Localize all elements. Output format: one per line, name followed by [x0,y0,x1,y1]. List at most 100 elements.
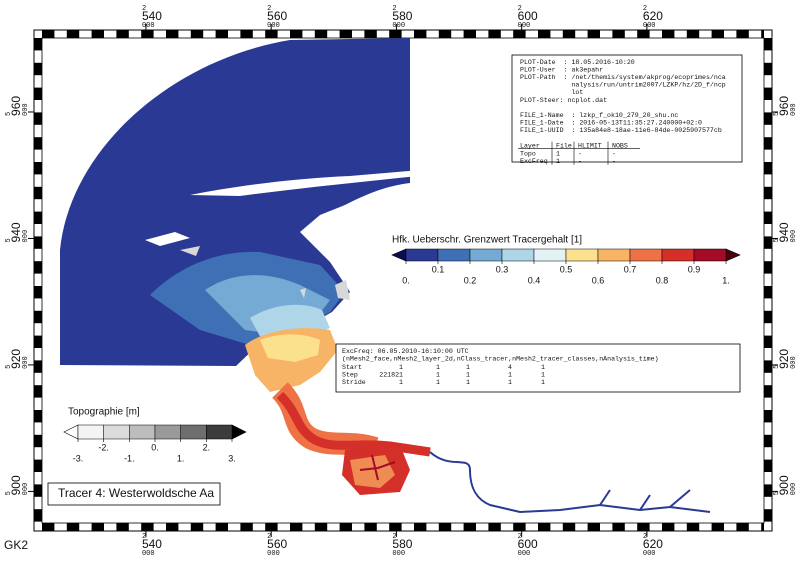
border-check [290,523,303,531]
y-tick-prefix: 5 [773,491,781,495]
legend-tick-label: 3. [228,453,236,463]
color-swatch [206,424,233,440]
x-tick-prefix: 2 [267,533,271,541]
border-check [34,484,42,497]
exceedance-cell: 1 [541,364,545,371]
border-check [190,30,204,38]
tracer-legend: Hfk. Ueberschr. Grenzwert Tracergehalt [… [378,232,750,292]
border-check [711,523,724,531]
exceedance-box [335,343,741,393]
exceedance-line: ExcFreq: 06.05.2010-16:10:00 UTC [342,348,469,355]
border-check [764,335,772,348]
border-check [141,30,154,38]
color-swatch [129,424,156,440]
x-tick-label: 540 [142,537,162,551]
color-swatch [661,248,695,262]
border-check [438,30,452,38]
border-check [736,523,749,531]
caption-box [47,482,221,506]
legend-tick-label: 0.3 [496,264,509,274]
border-check [587,523,600,531]
exceedance-cell: 1 [436,379,440,386]
border-check [612,30,625,38]
x-tick-prefix: 2 [392,5,396,13]
y-tick-label: 900 [9,475,23,495]
border-check [662,523,675,531]
border-check [314,30,328,38]
border-check [761,523,764,531]
legend-tick-label: 0.1 [432,264,445,274]
border-check [513,523,526,531]
border-check [42,30,55,38]
border-check [34,385,42,398]
border-check [339,30,352,38]
border-check [764,484,772,497]
table-cell: - [612,150,616,157]
border-check [637,523,650,531]
estuary [260,334,320,362]
river-channel [359,454,396,481]
info-box [511,54,743,163]
border-check [764,385,772,398]
y-tick-label: 940 [777,222,791,242]
x-tick-suffix: 000 [267,22,280,30]
border-check [764,211,772,224]
y-tick-suffix: 000 [790,103,798,116]
border-check [463,30,476,38]
border-check [764,236,772,249]
legend-tick-label: -3. [73,453,84,463]
y-tick-label: 960 [777,96,791,116]
crs-label: GK2 [4,538,28,552]
legend-tick-label: 2. [203,442,211,452]
border-check [764,38,772,51]
border-check [339,523,352,531]
border-check [34,38,42,51]
color-swatch [180,424,207,440]
tracer-legend-bg [378,232,750,292]
border-check [538,523,551,531]
y-tick-label: 920 [9,349,23,369]
exceedance-cell: 1 [466,364,470,371]
river-channel [429,451,711,514]
exceedance-cell: 1 [508,371,512,378]
border-check [141,523,154,531]
y-tick-prefix: 5 [5,365,13,369]
info-line: PLOT-Date : 18.05.2016-10:20 [520,59,635,66]
info-line: FILE_1-UUID : 135a84e8-18ae-11e6-84de-00… [520,127,722,134]
x-tick-prefix: 2 [518,533,522,541]
border-check [389,523,402,531]
table-cell: - [612,158,616,165]
x-tick-suffix: 000 [392,22,405,30]
x-tick-label: 600 [518,537,538,551]
y-tick-suffix: 000 [790,483,798,496]
border-check [34,310,42,324]
y-tick-prefix: 5 [773,365,781,369]
border-check [562,30,576,38]
border-check [764,261,772,274]
y-tick-prefix: 5 [5,238,13,242]
border-check [764,509,772,522]
border-check [66,523,80,531]
exceedance-line: (nMesh2_face,nMesh2_layer_2d,nClass_trac… [342,355,659,362]
border-check [538,30,551,38]
x-tick-label: 560 [267,537,287,551]
y-tick-suffix: 000 [790,230,798,243]
x-tick-suffix: 000 [142,22,155,30]
y-tick-prefix: 5 [5,491,13,495]
info-line: PLOT-User : ak3epahr [520,66,603,73]
border-check [34,112,42,125]
border-check [34,261,42,274]
legend-title: Topographie [m] [68,407,140,418]
legend-title: Hfk. Ueberschr. Grenzwert Tracergehalt [… [392,235,582,246]
y-tick-label: 900 [777,475,791,495]
table-cell: 1 [556,158,560,165]
border-check [686,523,700,531]
